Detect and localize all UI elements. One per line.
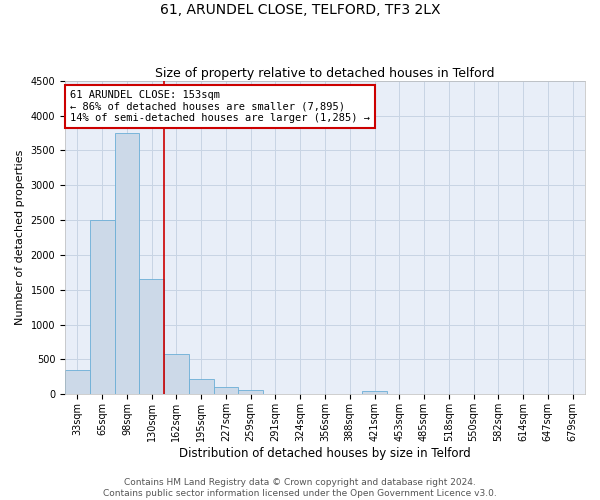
X-axis label: Distribution of detached houses by size in Telford: Distribution of detached houses by size …	[179, 447, 471, 460]
Bar	[189, 378, 214, 394]
Bar	[65, 370, 90, 394]
Bar	[90, 220, 115, 394]
Bar	[139, 280, 164, 394]
Text: 61, ARUNDEL CLOSE, TELFORD, TF3 2LX: 61, ARUNDEL CLOSE, TELFORD, TF3 2LX	[160, 2, 440, 16]
Title: Size of property relative to detached houses in Telford: Size of property relative to detached ho…	[155, 66, 495, 80]
Text: Contains HM Land Registry data © Crown copyright and database right 2024.
Contai: Contains HM Land Registry data © Crown c…	[103, 478, 497, 498]
Bar	[115, 133, 139, 394]
Bar	[362, 391, 387, 394]
Y-axis label: Number of detached properties: Number of detached properties	[15, 150, 25, 325]
Bar	[238, 390, 263, 394]
Bar	[214, 388, 238, 394]
Bar	[164, 354, 189, 395]
Text: 61 ARUNDEL CLOSE: 153sqm
← 86% of detached houses are smaller (7,895)
14% of sem: 61 ARUNDEL CLOSE: 153sqm ← 86% of detach…	[70, 90, 370, 124]
